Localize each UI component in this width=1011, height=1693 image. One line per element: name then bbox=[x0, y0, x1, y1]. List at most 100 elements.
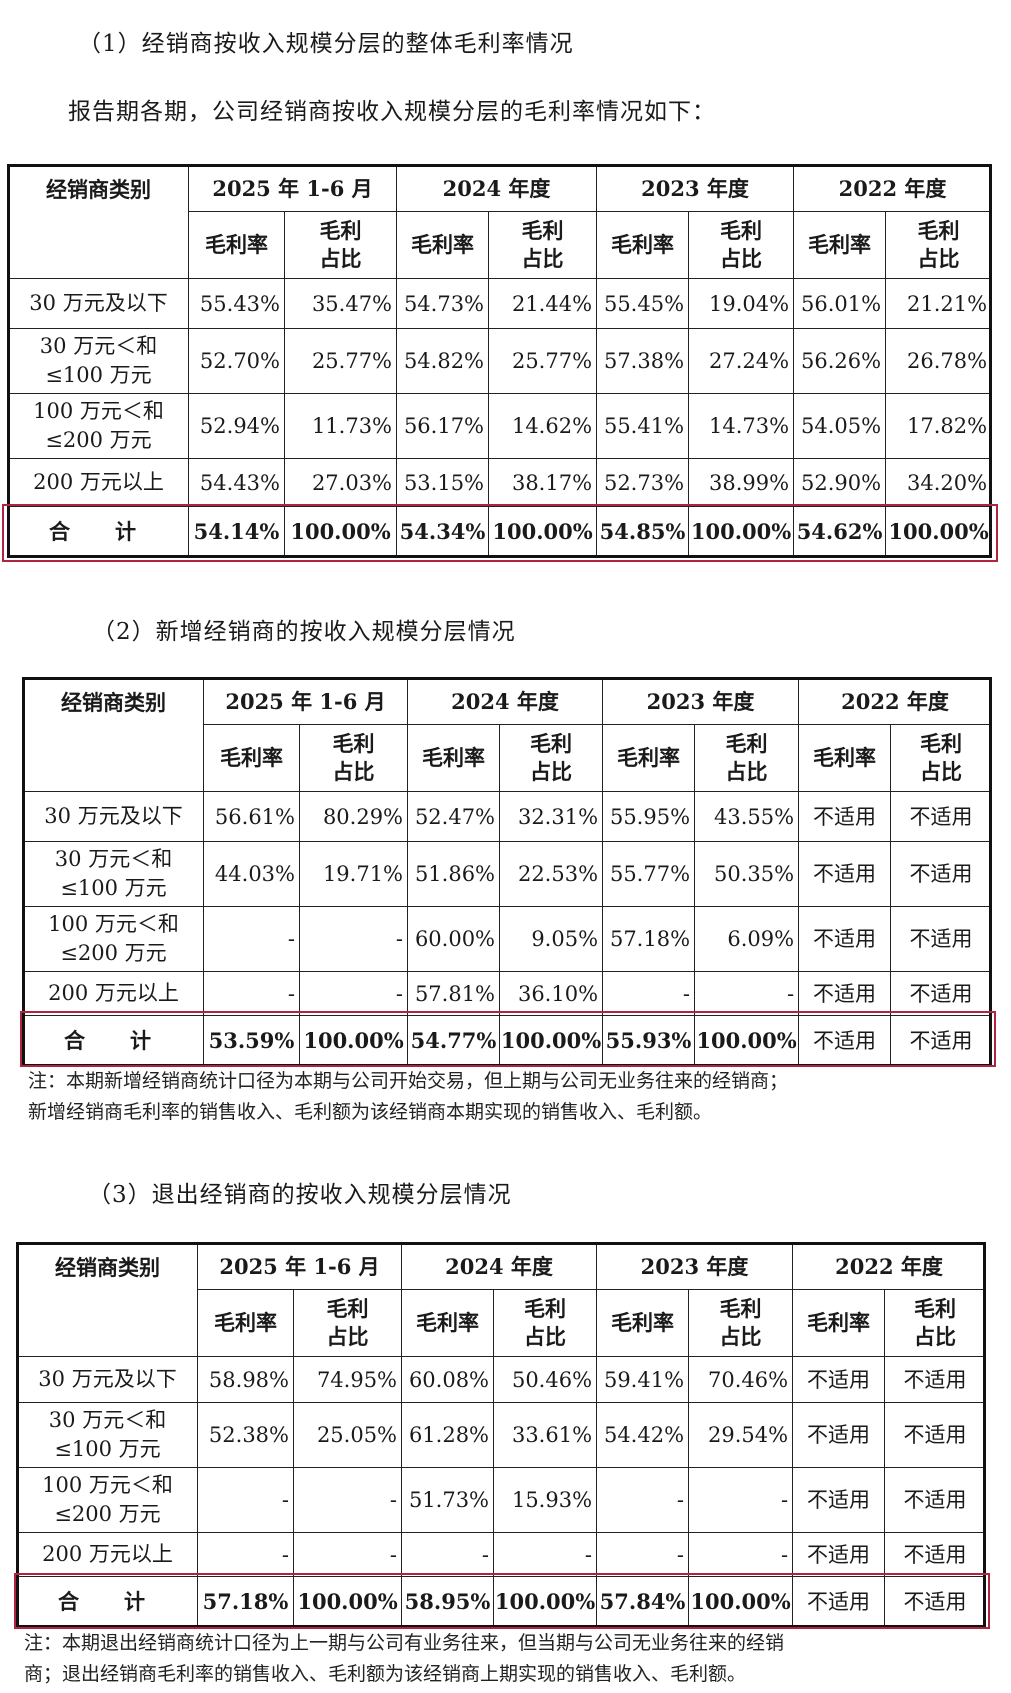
cell: 11.73% bbox=[283, 393, 398, 459]
row-label: 100 万元＜和 ≤200 万元 bbox=[17, 1467, 198, 1533]
cell: 不适用 bbox=[798, 971, 892, 1016]
gross-margin-header: 毛利率 bbox=[596, 1289, 690, 1357]
cell: 55.95% bbox=[602, 791, 696, 842]
gross-margin-header: 毛利率 bbox=[792, 1289, 886, 1357]
cell: 61.28% bbox=[401, 1402, 495, 1468]
total-cell: 57.84% bbox=[596, 1576, 690, 1627]
total-cell: 54.14% bbox=[188, 506, 285, 558]
cell: 不适用 bbox=[792, 1467, 886, 1533]
cell: 52.90% bbox=[793, 458, 887, 507]
total-cell: 100.00% bbox=[688, 1576, 794, 1627]
section-1-intro: 报告期各期，公司经销商按收入规模分层的毛利率情况如下： bbox=[68, 99, 716, 125]
cell: 不适用 bbox=[884, 1356, 987, 1403]
period-header: 2023 年度 bbox=[602, 678, 800, 725]
table-row: 30 万元＜和 ≤100 万元 52.38% 25.05% 61.28% 33.6… bbox=[17, 1402, 987, 1468]
cell: 60.08% bbox=[401, 1356, 495, 1403]
cell: 51.86% bbox=[407, 841, 501, 907]
table-row: 30 万元及以下 56.61% 80.29% 52.47% 32.31% 55.… bbox=[23, 791, 993, 842]
row-label: 30 万元及以下 bbox=[17, 1356, 198, 1403]
total-row: 合 计 54.14% 100.00% 54.34% 100.00% 54.85%… bbox=[8, 506, 993, 558]
cell: 50.46% bbox=[493, 1356, 598, 1403]
cell: 52.94% bbox=[188, 393, 285, 459]
share-header: 毛利 占比 bbox=[292, 1289, 403, 1357]
period-header: 2022 年度 bbox=[798, 678, 993, 725]
cell: 52.73% bbox=[596, 458, 690, 507]
cell: 27.03% bbox=[283, 458, 398, 507]
cell: 51.73% bbox=[401, 1467, 495, 1533]
category-header: 经销商类别 bbox=[23, 678, 204, 792]
cell: 15.93% bbox=[493, 1467, 598, 1533]
share-header: 毛利 占比 bbox=[890, 724, 993, 792]
cell: 35.47% bbox=[283, 278, 398, 329]
share-header: 毛利 占比 bbox=[884, 1289, 987, 1357]
cell: 不适用 bbox=[884, 1402, 987, 1468]
period-header: 2024 年度 bbox=[407, 678, 604, 725]
share-header: 毛利 占比 bbox=[499, 724, 604, 792]
category-header: 经销商类别 bbox=[8, 165, 189, 279]
cell: 43.55% bbox=[694, 791, 800, 842]
cell: 不适用 bbox=[884, 1532, 987, 1577]
gross-margin-header: 毛利率 bbox=[203, 724, 300, 792]
cell: 53.15% bbox=[396, 458, 490, 507]
cell: - bbox=[688, 1467, 794, 1533]
row-label: 100 万元＜和 ≤200 万元 bbox=[8, 393, 189, 459]
share-header: 毛利 占比 bbox=[488, 211, 598, 279]
cell: 32.31% bbox=[499, 791, 604, 842]
section-3-title: （3）退出经销商的按收入规模分层情况 bbox=[88, 1182, 512, 1208]
cell: 60.00% bbox=[407, 906, 501, 972]
row-label: 30 万元及以下 bbox=[8, 278, 189, 329]
cell: - bbox=[203, 906, 300, 972]
gross-margin-header: 毛利率 bbox=[407, 724, 501, 792]
share-header: 毛利 占比 bbox=[283, 211, 398, 279]
share-header: 毛利 占比 bbox=[298, 724, 409, 792]
total-cell: 不适用 bbox=[798, 1015, 892, 1066]
cell: 不适用 bbox=[792, 1402, 886, 1468]
period-header: 2024 年度 bbox=[396, 165, 598, 212]
cell: 52.38% bbox=[197, 1402, 294, 1468]
cell: 25.77% bbox=[283, 328, 398, 394]
gross-margin-header: 毛利率 bbox=[188, 211, 285, 279]
table-row: 200 万元以上 - - 57.81% 36.10% - - 不适用 不适用 bbox=[23, 971, 993, 1016]
section-1-title: （1）经销商按收入规模分层的整体毛利率情况 bbox=[78, 31, 574, 57]
total-cell: 54.77% bbox=[407, 1015, 501, 1066]
total-label: 合 计 bbox=[8, 506, 189, 558]
row-label: 200 万元以上 bbox=[8, 458, 189, 507]
cell: - bbox=[596, 1532, 690, 1577]
row-label: 30 万元＜和 ≤100 万元 bbox=[17, 1402, 198, 1468]
cell: 25.05% bbox=[292, 1402, 403, 1468]
category-header: 经销商类别 bbox=[17, 1243, 198, 1357]
cell: 不适用 bbox=[798, 906, 892, 972]
cell: 21.21% bbox=[885, 278, 993, 329]
total-cell: 53.59% bbox=[203, 1015, 300, 1066]
row-label: 30 万元＜和 ≤100 万元 bbox=[8, 328, 189, 394]
period-header: 2025 年 1-6 月 bbox=[196, 1243, 403, 1290]
table-row: 100 万元＜和 ≤200 万元 52.94% 11.73% 56.17% 14.… bbox=[8, 393, 993, 459]
gross-margin-header: 毛利率 bbox=[793, 211, 887, 279]
period-header: 2025 年 1-6 月 bbox=[187, 165, 398, 212]
cell: 54.43% bbox=[188, 458, 285, 507]
cell: 34.20% bbox=[885, 458, 993, 507]
cell: 22.53% bbox=[499, 841, 604, 907]
cell: 52.70% bbox=[188, 328, 285, 394]
cell: 29.54% bbox=[688, 1402, 794, 1468]
cell: 不适用 bbox=[798, 841, 892, 907]
share-header: 毛利 占比 bbox=[694, 724, 800, 792]
gross-margin-header: 毛利率 bbox=[602, 724, 696, 792]
cell: 38.17% bbox=[488, 458, 598, 507]
cell: 57.38% bbox=[596, 328, 690, 394]
row-label: 200 万元以上 bbox=[23, 971, 204, 1016]
cell: - bbox=[401, 1532, 495, 1577]
total-label: 合 计 bbox=[17, 1576, 198, 1627]
section-2-title: （2）新增经销商的按收入规模分层情况 bbox=[92, 619, 516, 645]
cell: 不适用 bbox=[792, 1532, 886, 1577]
table-row: 30 万元及以下 58.98% 74.95% 60.08% 50.46% 59.… bbox=[17, 1356, 987, 1403]
period-header: 2025 年 1-6 月 bbox=[202, 678, 409, 725]
cell: 21.44% bbox=[488, 278, 598, 329]
cell: - bbox=[197, 1467, 294, 1533]
table-row: 200 万元以上 - - - - - - 不适用 不适用 bbox=[17, 1532, 987, 1577]
total-row: 合 计 53.59% 100.00% 54.77% 100.00% 55.93%… bbox=[23, 1015, 993, 1066]
row-label: 30 万元＜和 ≤100 万元 bbox=[23, 841, 204, 907]
table-row: 30 万元＜和 ≤100 万元 44.03% 19.71% 51.86% 22.5… bbox=[23, 841, 993, 907]
cell: - bbox=[493, 1532, 598, 1577]
table-row: 200 万元以上 54.43% 27.03% 53.15% 38.17% 52.… bbox=[8, 458, 993, 507]
